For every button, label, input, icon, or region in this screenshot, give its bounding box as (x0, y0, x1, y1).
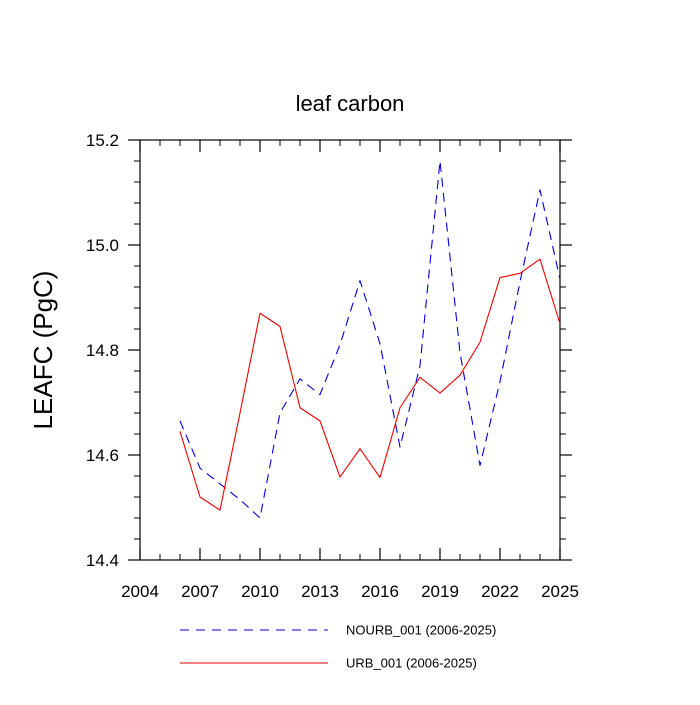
legend-label-nourb-001: NOURB_001 (2006-2025) (346, 623, 496, 638)
plot-frame (139, 139, 561, 561)
y-tick-label: 14.6 (86, 446, 119, 465)
x-tick-label: 2013 (301, 582, 339, 601)
x-tick-label: 2004 (121, 582, 159, 601)
y-tick-label: 14.4 (86, 551, 119, 570)
axis-ticks: 2004 2007 2010 2013 2016 2019 2022 2025 14.4 14.6… (86, 131, 579, 601)
y-tick-label: 14.8 (86, 341, 119, 360)
series-line-nourb-001 (179, 160, 561, 519)
chart-title: leaf carbon (296, 91, 405, 116)
y-axis-label: LEAFC (PgC) (28, 271, 58, 430)
x-tick-label: 2019 (421, 582, 459, 601)
x-tick-label: 2016 (361, 582, 399, 601)
y-tick-label: 15.2 (86, 131, 119, 150)
x-tick-label: 2010 (241, 582, 279, 601)
x-tick-label: 2025 (541, 582, 579, 601)
x-tick-label: 2022 (481, 582, 519, 601)
series-lines (179, 160, 561, 519)
legend-label-urb-001: URB_001 (2006-2025) (346, 656, 477, 671)
x-tick-label: 2007 (181, 582, 219, 601)
y-tick-label: 15.0 (86, 236, 119, 255)
legend: NOURB_001 (2006-2025) URB_001 (2006-2025) (180, 623, 496, 671)
series-line-urb-001 (179, 258, 561, 511)
